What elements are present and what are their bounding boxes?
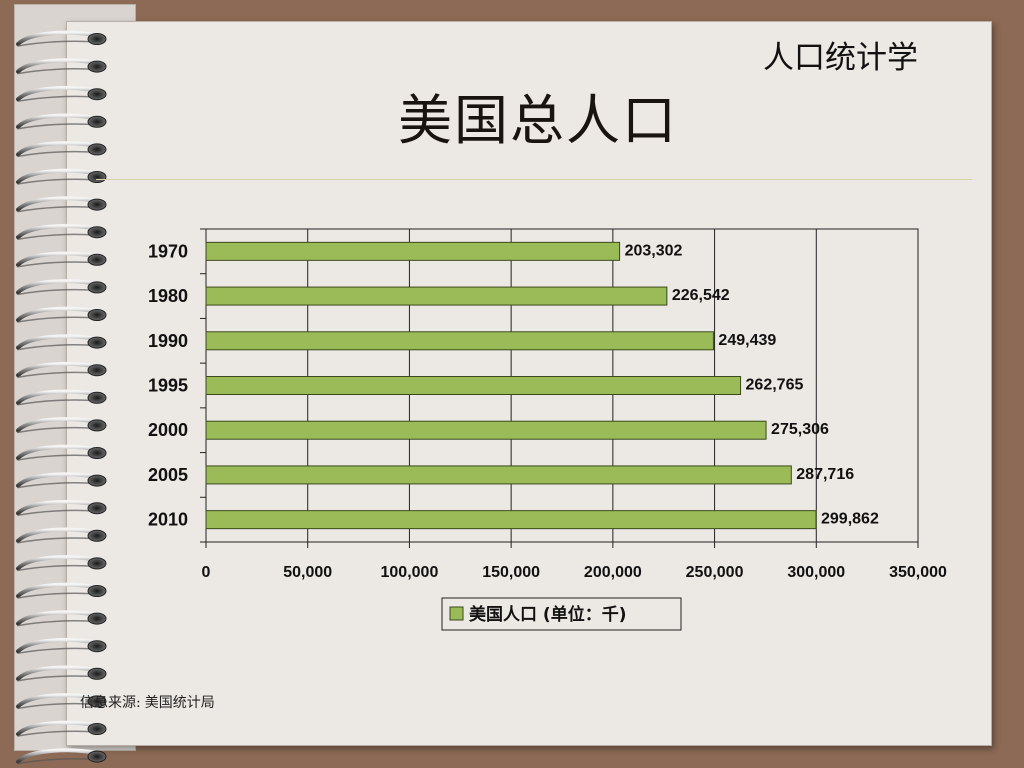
source-label: 信息来源:: [80, 695, 141, 711]
page-title: 美国总人口: [398, 89, 678, 152]
bar: [205, 465, 792, 485]
spiral-ring-icon: [16, 113, 107, 130]
spiral-ring-icon: [16, 223, 107, 240]
spiral-ring-icon: [16, 361, 107, 378]
spiral-ring-icon: [16, 85, 107, 102]
spiral-ring-icon: [16, 58, 107, 75]
spiral-ring-icon: [16, 693, 107, 710]
legend: 美国人口 (单位：千): [441, 597, 682, 631]
spiral-ring-icon: [16, 251, 107, 268]
spiral-ring-icon: [16, 720, 107, 737]
legend-label: 美国人口 (单位：千): [469, 604, 626, 625]
category-label: 1970: [148, 241, 188, 261]
data-label: 249,439: [718, 332, 776, 349]
x-tick-label: 100,000: [381, 564, 439, 581]
data-label: 299,862: [821, 511, 879, 528]
spiral-ring-icon: [16, 141, 107, 158]
spiral-ring-icon: [16, 472, 107, 489]
bar: [205, 420, 767, 440]
category-label: 1995: [148, 376, 188, 396]
x-tick-label: 50,000: [283, 564, 332, 581]
bar: [205, 331, 714, 351]
spiral-ring-icon: [16, 279, 107, 296]
bar: [205, 241, 621, 261]
legend-box: [441, 597, 682, 631]
x-tick-label: 350,000: [889, 564, 947, 581]
data-label: 203,302: [625, 242, 683, 259]
bar: [205, 286, 668, 306]
spiral-ring-icon: [16, 444, 107, 461]
spiral-ring-icon: [16, 499, 107, 516]
legend-swatch: [449, 606, 464, 621]
category-label: 2010: [148, 510, 188, 530]
data-label: 226,542: [672, 287, 730, 304]
x-tick-label: 300,000: [787, 564, 845, 581]
data-label: 275,306: [771, 421, 829, 438]
spiral-ring-icon: [16, 637, 107, 654]
spiral-ring-icon: [16, 306, 107, 323]
category-label: 2005: [148, 465, 188, 485]
title-divider: [96, 179, 972, 180]
source-note: 信息来源: 美国统计局: [80, 692, 215, 712]
category-label: 2000: [148, 420, 188, 440]
spiral-ring-icon: [16, 582, 107, 599]
source-value: 美国统计局: [144, 695, 215, 711]
category-label: 1980: [148, 286, 188, 306]
category-label: 1990: [148, 331, 188, 351]
x-tick-label: 150,000: [482, 564, 540, 581]
data-label: 287,716: [796, 466, 854, 483]
spiral-ring-icon: [16, 610, 107, 627]
spiral-ring-icon: [16, 417, 107, 434]
spiral-ring-icon: [16, 527, 107, 544]
x-tick-label: 250,000: [686, 564, 744, 581]
spiral-ring-icon: [16, 334, 107, 351]
spiral-ring-icon: [16, 748, 107, 765]
spiral-ring-icon: [16, 389, 107, 406]
spiral-ring-icon: [16, 665, 107, 682]
spiral-ring-icon: [16, 555, 107, 572]
x-tick-label: 0: [202, 564, 211, 581]
spiral-binding: [16, 30, 107, 765]
data-label: 262,765: [746, 377, 804, 394]
page-subtitle: 人口统计学: [763, 40, 918, 76]
x-tick-label: 200,000: [584, 564, 642, 581]
bar: [205, 376, 742, 395]
spiral-ring-icon: [16, 196, 107, 213]
bar: [205, 510, 817, 530]
spiral-ring-icon: [16, 30, 107, 47]
